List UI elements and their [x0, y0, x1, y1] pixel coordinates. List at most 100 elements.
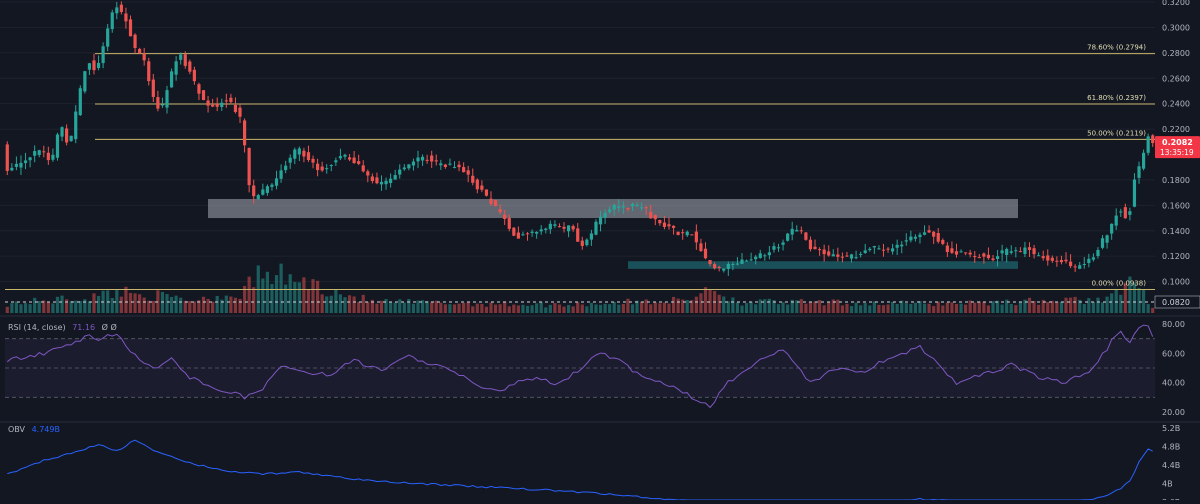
volume-bar [78, 300, 82, 313]
candle-body [521, 234, 525, 236]
candle-body [863, 250, 867, 254]
volume-bar [1023, 299, 1027, 313]
candle-body [662, 222, 667, 227]
volume-bar [46, 302, 50, 313]
obv-header[interactable]: OBV 4.749B [8, 425, 60, 434]
obv-value: 4.749B [31, 425, 60, 434]
volume-bar [1018, 301, 1022, 313]
candle-body [913, 236, 918, 239]
candle-body [503, 214, 507, 219]
price-axis-tick: 0.1200 [1162, 252, 1190, 261]
volume-bar [918, 301, 922, 313]
volume-bar [617, 304, 621, 313]
candle-body [776, 247, 781, 249]
candle-body [37, 150, 41, 156]
candle-body [859, 253, 863, 255]
candle-body [1078, 265, 1082, 269]
volume-bar [147, 300, 151, 313]
candle-body [133, 34, 137, 49]
candle-body [1137, 166, 1141, 178]
candle-body [115, 7, 119, 14]
volume-bar [69, 300, 73, 313]
candle-body [822, 249, 826, 255]
candle-body [411, 161, 416, 166]
price-axis-tick: 0.2400 [1162, 100, 1190, 109]
candle-body [247, 147, 251, 186]
candle-body [690, 234, 694, 236]
volume-bar [945, 302, 949, 313]
volume-bar [585, 306, 589, 313]
volume-bar [480, 303, 484, 313]
candle-body [128, 19, 133, 37]
volume-bar [1087, 298, 1091, 313]
candle-body [389, 178, 393, 184]
candle-body [261, 189, 265, 195]
volume-bar [402, 302, 406, 313]
volume-bar [65, 299, 69, 313]
candle-body [977, 257, 981, 259]
candle-body [192, 69, 196, 82]
candle-body [694, 231, 698, 243]
candle-body [968, 252, 972, 255]
volume-bar [767, 298, 771, 313]
volume-bar [1073, 296, 1077, 313]
candle-body [1091, 257, 1095, 260]
candle-body [749, 259, 753, 261]
obv-name: OBV [8, 425, 26, 434]
candle-body [1055, 260, 1059, 262]
volume-bar [822, 305, 826, 313]
candle-body [626, 207, 630, 210]
volume-bar [904, 303, 908, 313]
volume-bar [484, 306, 489, 313]
volume-bar [265, 271, 269, 313]
volume-bar [325, 296, 329, 313]
volume-bar [539, 302, 543, 313]
candle-body [1114, 215, 1118, 226]
volume-bar [690, 300, 694, 313]
volume-bar [434, 300, 438, 313]
candle-body [576, 228, 580, 242]
volume-bar [521, 304, 525, 313]
volume-bar [19, 304, 23, 313]
volume-bar [658, 303, 662, 313]
candle-body [55, 134, 60, 158]
volume-bar [416, 300, 420, 313]
candle-body [891, 248, 895, 252]
volume-bar [1123, 282, 1127, 313]
rsi-header[interactable]: RSI (14, close) 71.16 Ø Ø [8, 323, 117, 332]
volume-bar [411, 303, 416, 313]
candle-body [676, 231, 680, 235]
candle-body [973, 256, 977, 258]
candle-body [334, 160, 338, 163]
volume-bar [138, 294, 142, 313]
volume-bar [357, 301, 361, 313]
candle-body [781, 242, 785, 245]
candle-body [124, 13, 128, 22]
volume-bar [115, 290, 119, 313]
volume-bar [681, 299, 685, 313]
candle-body [325, 168, 329, 170]
candle-body [5, 144, 9, 171]
rsi-axis-tick: 40.00 [1162, 379, 1185, 388]
candle-body [585, 239, 589, 246]
volume-bar [804, 303, 808, 313]
rsi-axis-tick: 20.00 [1162, 408, 1185, 417]
candle-body [530, 231, 534, 233]
candle-body [434, 160, 438, 162]
volume-bar [1064, 297, 1068, 313]
candle-body [1064, 259, 1068, 262]
volume-bar [37, 301, 41, 313]
candle-body [402, 167, 406, 170]
price-axis-tick: 0.1600 [1162, 201, 1190, 210]
candle-body [708, 260, 712, 265]
volume-bar [626, 298, 630, 313]
candle-body [1014, 250, 1018, 252]
volume-bar [859, 305, 863, 313]
volume-bar [1000, 304, 1004, 313]
candle-body [804, 232, 808, 240]
candle-body [420, 156, 425, 161]
volume-bar [352, 296, 356, 313]
